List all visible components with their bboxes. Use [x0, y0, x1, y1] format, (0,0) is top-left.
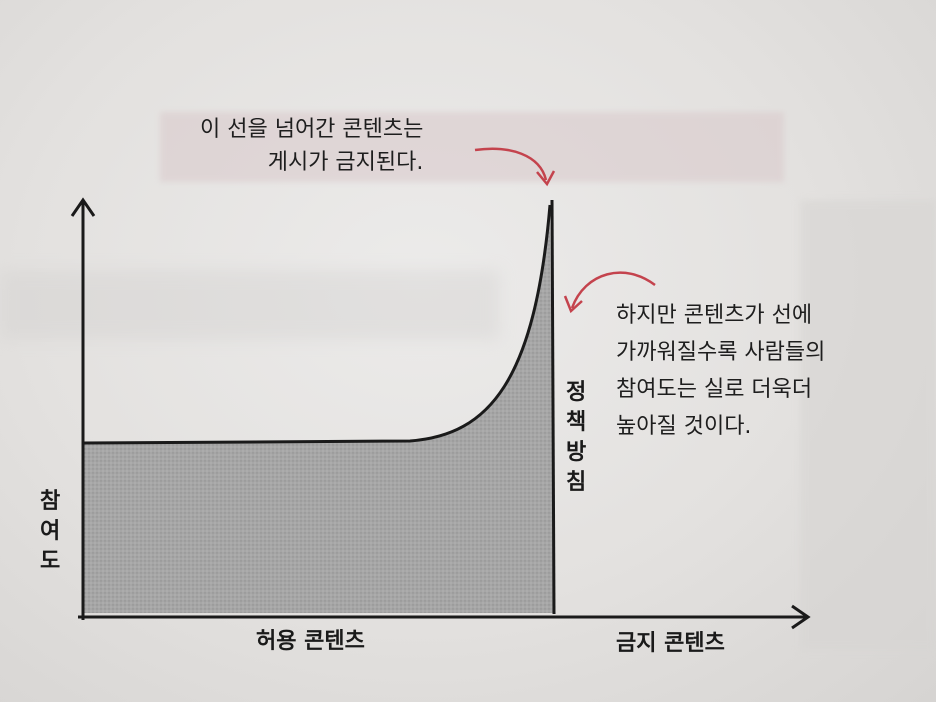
engagement-area: [83, 205, 554, 613]
y-axis-label: 참 여 도: [40, 489, 61, 574]
annotation-right: 하지만 콘텐츠가 선에 가까워질수록 사람들의 참여도는 실로 더욱더 높아질 …: [616, 303, 826, 439]
annotation-top: 이 선을 넘어간 콘텐츠는 게시가 금지된다.: [200, 117, 424, 175]
engagement-curve: [82, 204, 552, 445]
x-label-forbidden: 금지 콘텐츠: [616, 631, 725, 656]
x-axis: [78, 604, 811, 630]
arrow-to-peak-icon: [474, 147, 556, 187]
policy-line: [550, 199, 556, 615]
policy-line-label: 정 책 방 침: [566, 380, 587, 495]
y-axis: [70, 197, 96, 620]
x-label-allowed: 허용 콘텐츠: [256, 629, 365, 654]
arrow-to-curve-icon: [563, 271, 656, 314]
